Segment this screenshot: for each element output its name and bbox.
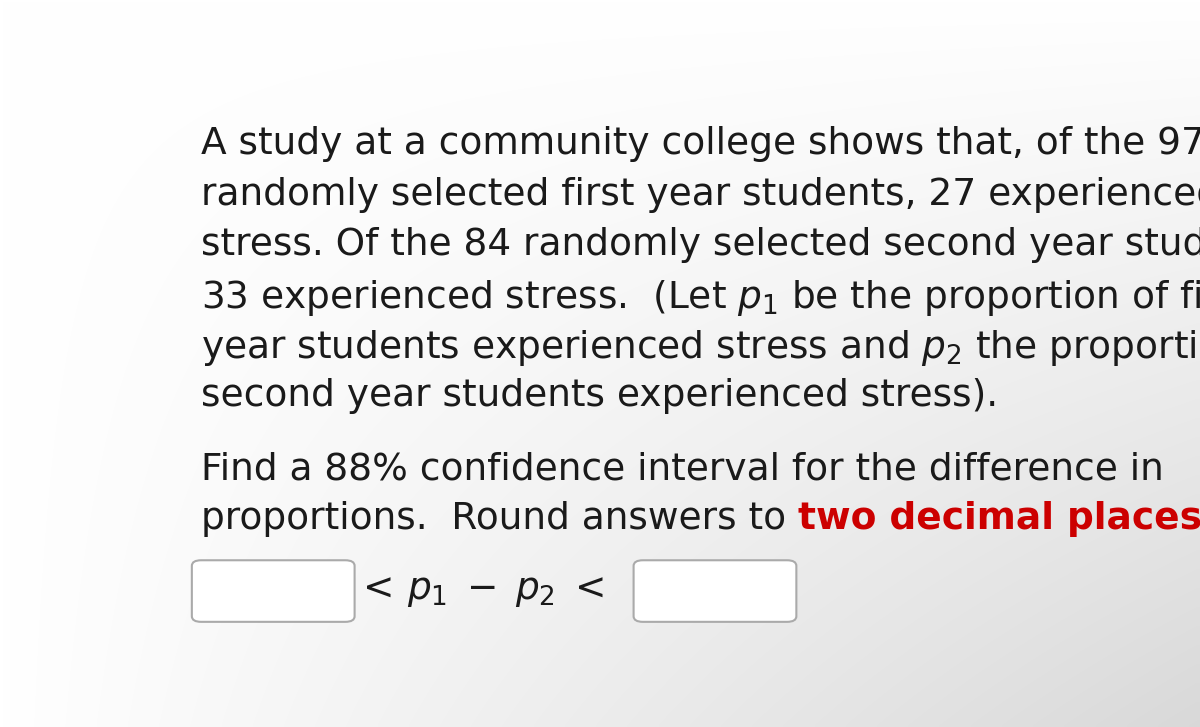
Text: randomly selected first year students, 27 experienced: randomly selected first year students, 2… <box>202 177 1200 213</box>
Text: Find a 88% confidence interval for the difference in: Find a 88% confidence interval for the d… <box>202 451 1164 487</box>
Text: 33 experienced stress.  (Let $\it{p}_1$ be the proportion of first: 33 experienced stress. (Let $\it{p}_1$ b… <box>202 278 1200 318</box>
Text: year students experienced stress and $\it{p}_2$ the proportion of: year students experienced stress and $\i… <box>202 328 1200 368</box>
Text: $< \, \mathit{p}_1 \; - \; \mathit{p}_2 \; <$: $< \, \mathit{p}_1 \; - \; \mathit{p}_2 … <box>355 573 604 609</box>
Text: second year students experienced stress).: second year students experienced stress)… <box>202 378 998 414</box>
FancyBboxPatch shape <box>192 561 355 622</box>
Text: stress. Of the 84 randomly selected second year students,: stress. Of the 84 randomly selected seco… <box>202 228 1200 263</box>
Text: proportions.  Round answers to: proportions. Round answers to <box>202 502 798 537</box>
Text: A study at a community college shows that, of the 97: A study at a community college shows tha… <box>202 126 1200 162</box>
Text: two decimal places: two decimal places <box>798 502 1200 537</box>
FancyBboxPatch shape <box>634 561 797 622</box>
